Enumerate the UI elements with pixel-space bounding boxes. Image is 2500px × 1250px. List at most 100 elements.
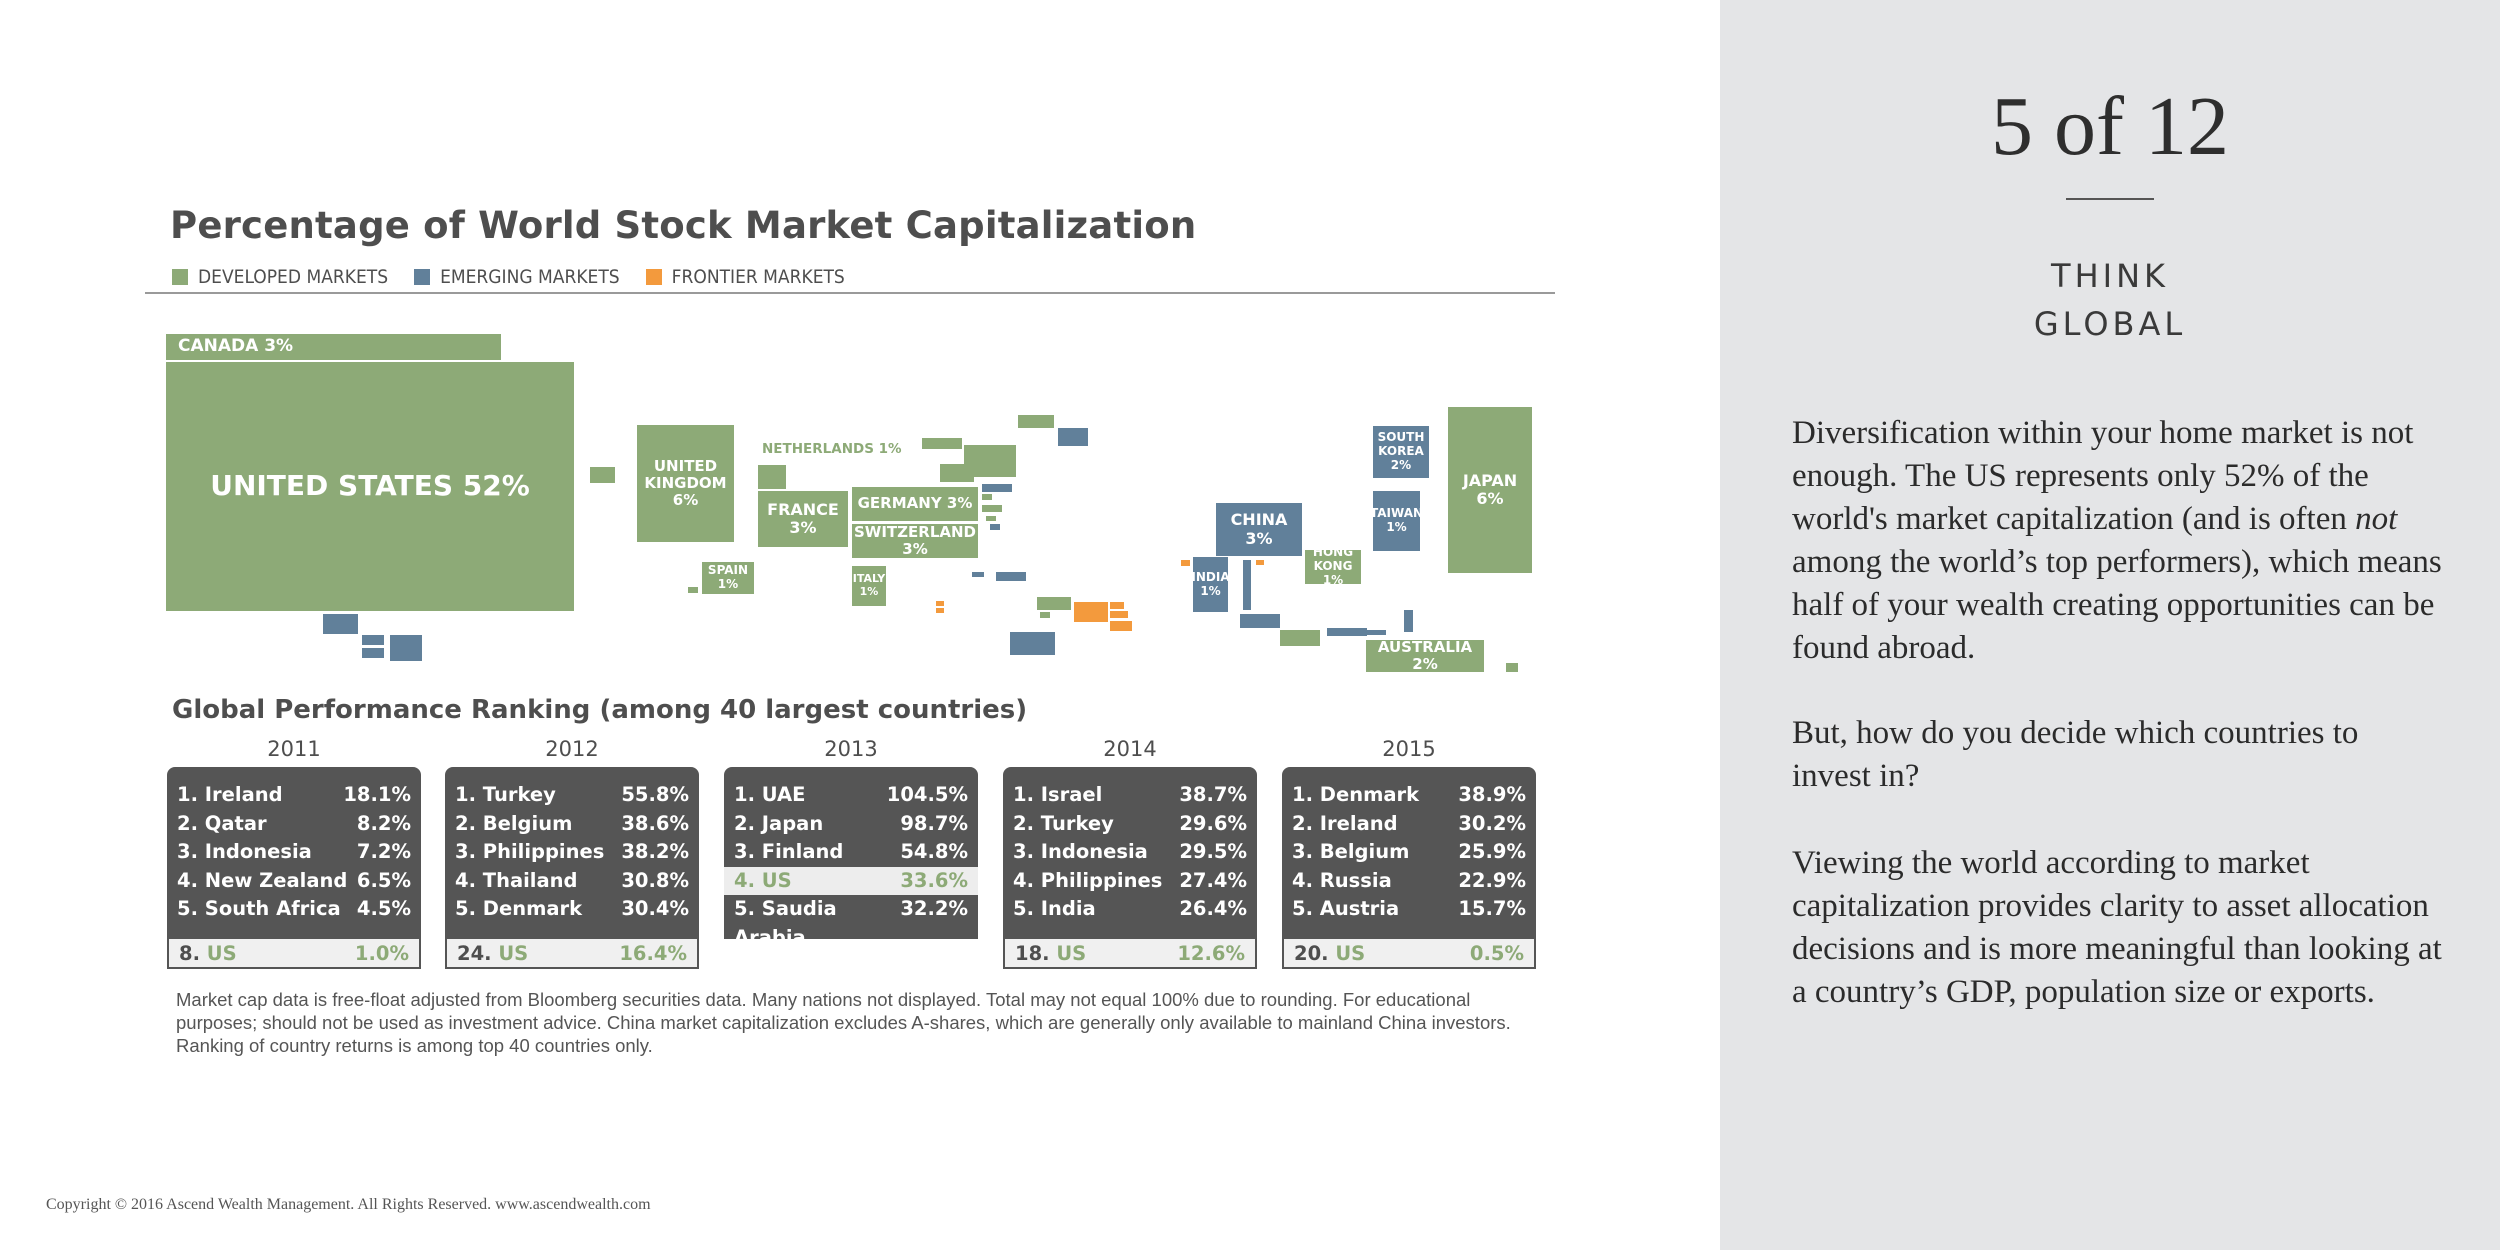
legend-swatch-developed xyxy=(172,269,188,285)
paragraph-market-cap: Viewing the world according to market ca… xyxy=(1792,845,2442,1010)
ranking-row: 1. Ireland 18.1% xyxy=(177,783,411,806)
block-nordic xyxy=(1018,415,1054,428)
block-small-developed xyxy=(590,467,615,483)
block-frontier-small xyxy=(1110,602,1124,609)
ranking-table-2011: 1. Ireland 18.1% 2. Qatar 8.2% 3. Indonesi… xyxy=(167,767,421,939)
block-south-korea: SOUTH KOREA 2% xyxy=(1373,426,1429,478)
ranking-row: 4. Russia 22.9% xyxy=(1292,868,1526,892)
legend-swatch-frontier xyxy=(645,269,662,285)
ranking-row: 5. Austria 15.7% xyxy=(1292,897,1526,920)
block-switzerland: SWITZERLAND 3% xyxy=(852,522,978,558)
legend: DEVELOPED MARKETS EMERGING MARKETS FRONT… xyxy=(172,264,871,290)
paragraph-diversification: Diversification within your home market … xyxy=(1792,415,2442,666)
ranking-row: 3. Indonesia 7.2% xyxy=(177,840,411,863)
ranking-row: 2. Ireland 30.2% xyxy=(1292,811,1526,835)
section-heading-line: THINK xyxy=(2051,257,2169,295)
copyright: Copyright © 2016 Ascend Wealth Managemen… xyxy=(46,1196,651,1213)
year-label-2014: 2014 xyxy=(1103,737,1157,761)
ranking-row: 1. Israel 38.7% xyxy=(1013,783,1247,806)
ranking-row: 5. Saudia Arabia 32.2% xyxy=(734,897,968,949)
chart-title: Percentage of World Stock Market Capital… xyxy=(170,204,1197,247)
block-india: INDIA 1% xyxy=(1191,557,1230,612)
ranking-table-2015: 1. Denmark 38.9% 2. Ireland 30.2% 3. Belgi… xyxy=(1282,767,1536,939)
block-portugal xyxy=(688,587,698,593)
block-poland xyxy=(982,484,1012,492)
block-small-developed xyxy=(986,516,996,521)
us-rank-2012: 24. US 16.4% xyxy=(445,939,699,969)
block-nordic xyxy=(922,438,962,449)
block-southeast-asia xyxy=(1243,560,1251,610)
block-frontier-gulf xyxy=(1074,602,1108,622)
block-small-emerging xyxy=(972,572,984,577)
world-cap-map: CANADA 3% UNITED STATES 52% UNITED KINGDO… xyxy=(0,0,1720,700)
ranking-table-2013: 1. UAE 104.5% 2. Japan 98.7% 3. Finland 54.… xyxy=(724,767,978,949)
block-brazil xyxy=(390,635,422,661)
block-australia: AUSTRALIA 2% xyxy=(1366,638,1484,673)
block-canada: CANADA 3% xyxy=(166,334,501,360)
block-nordic xyxy=(940,464,974,482)
block-singapore xyxy=(1280,630,1320,646)
block-israel xyxy=(1037,597,1071,610)
block-spain: SPAIN 1% xyxy=(702,562,754,594)
block-frontier-small xyxy=(936,601,944,606)
block-japan: JAPAN 6% xyxy=(1448,407,1532,573)
us-rank-2014: 18. US 12.6% xyxy=(1003,939,1257,969)
title-divider xyxy=(145,292,1555,294)
block-frontier-small xyxy=(936,608,944,613)
block-thailand xyxy=(1240,614,1280,628)
block-frontier-small xyxy=(1110,621,1132,631)
block-small-developed xyxy=(1040,612,1050,618)
us-rank-2011: 8. US 1.0% xyxy=(167,939,421,969)
block-mexico xyxy=(323,614,358,634)
block-taiwan: TAIWAN 1% xyxy=(1370,491,1423,551)
ranking-row: 3. Philippines 38.2% xyxy=(455,840,689,863)
page-number: 5 of 12 xyxy=(1991,80,2229,173)
block-south-africa xyxy=(1010,632,1055,655)
block-small-emerging xyxy=(1366,630,1386,635)
legend-label: EMERGING MARKETS xyxy=(440,266,620,288)
year-label-2013: 2013 xyxy=(824,737,878,761)
label-netherlands: NETHERLANDS 1% xyxy=(762,441,902,457)
legend-label: DEVELOPED MARKETS xyxy=(198,266,389,288)
block-latam-small xyxy=(362,635,384,645)
ranking-row: 1. UAE 104.5% xyxy=(734,783,968,806)
ranking-row: 4. New Zealand 6.5% xyxy=(177,868,411,892)
ranking-row: 4. Thailand 30.8% xyxy=(455,868,689,892)
footnote: Market cap data is free-float adjusted f… xyxy=(176,989,1511,1056)
block-russia xyxy=(1058,428,1088,446)
block-small-developed xyxy=(982,494,992,500)
ranking-table-2014: 1. Israel 38.7% 2. Turkey 29.6% 3. Indones… xyxy=(1003,767,1257,939)
block-small-emerging xyxy=(990,524,1000,530)
block-frontier-small xyxy=(1256,560,1264,565)
block-united-kingdom: UNITED KINGDOM 6% xyxy=(637,425,734,542)
section-heading: THINK GLOBAL xyxy=(1720,252,2500,348)
block-frontier-small xyxy=(1181,560,1190,566)
block-new-zealand xyxy=(1506,663,1518,672)
legend-developed: DEVELOPED MARKETS xyxy=(172,266,388,288)
ranking-table-2012: 1. Turkey 55.8% 2. Belgium 38.6% 3. Philip… xyxy=(445,767,699,939)
ranking-row: 2. Belgium 38.6% xyxy=(455,811,689,835)
ranking-row: 3. Indonesia 29.5% xyxy=(1013,840,1247,863)
ranking-row: 5. Denmark 30.4% xyxy=(455,897,689,920)
paragraph-question: But, how do you decide which countries t… xyxy=(1792,715,2359,794)
legend-frontier: FRONTIER MARKETS xyxy=(645,266,845,288)
ranking-row: 3. Finland 54.8% xyxy=(734,840,968,863)
year-label-2011: 2011 xyxy=(267,737,321,761)
sidebar: 5 of 12 THINK GLOBAL Diversification wit… xyxy=(1720,0,2500,1250)
block-hong-kong: HONG KONG 1% xyxy=(1305,546,1361,587)
ranking-row: 2. Japan 98.7% xyxy=(734,811,968,835)
block-frontier-small xyxy=(1110,611,1128,618)
block-turkey xyxy=(996,572,1026,581)
ranking-row: 5. India 26.4% xyxy=(1013,897,1247,920)
ranking-row: 1. Denmark 38.9% xyxy=(1292,783,1526,806)
year-label-2015: 2015 xyxy=(1382,737,1436,761)
block-philippines xyxy=(1404,610,1413,632)
legend-swatch-emerging xyxy=(414,269,431,285)
block-small-developed xyxy=(982,505,1002,512)
us-rank-2015: 20. US 0.5% xyxy=(1282,939,1536,969)
year-label-2012: 2012 xyxy=(545,737,599,761)
block-united-states: UNITED STATES 52% xyxy=(166,362,574,611)
ranking-row: 3. Belgium 25.9% xyxy=(1292,840,1526,863)
ranking-row: 4. Philippines 27.4% xyxy=(1013,868,1247,892)
block-france: FRANCE 3% xyxy=(758,491,848,547)
